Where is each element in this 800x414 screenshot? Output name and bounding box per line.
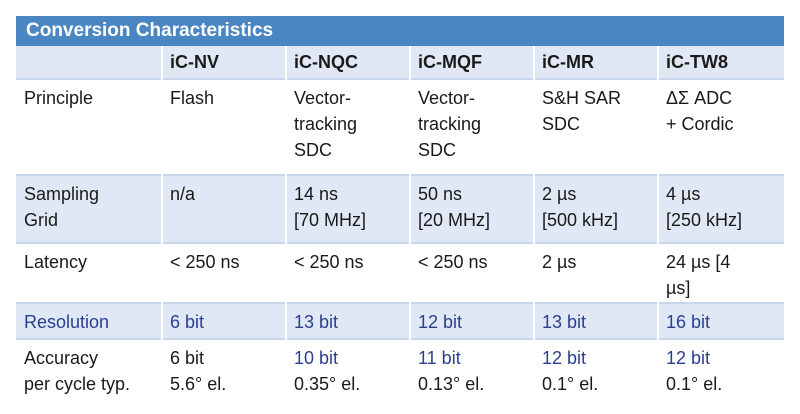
table-cell: S&H SAR SDC (542, 88, 622, 134)
table-cell: Flash (170, 88, 215, 108)
column-divider (533, 46, 535, 398)
column-divider (657, 46, 659, 398)
accuracy-degrees: 0.35° el. (294, 374, 361, 394)
table-cell: 6 bit 5.6° el. (162, 340, 286, 397)
accuracy-bits: 11 bit (418, 348, 461, 368)
column-divider (161, 46, 163, 398)
header-cell-ic-mqf: iC-MQF (418, 52, 482, 72)
table-cell: Vector- tracking SDC (418, 88, 482, 160)
table-cell: 11 bit 0.13° el. (410, 340, 534, 397)
row-label-principle: Principle (24, 88, 94, 108)
table-cell: 16 bit (666, 312, 711, 332)
table-cell: 24 µs [4 µs] (666, 252, 731, 298)
table-cell: < 250 ns (170, 252, 240, 272)
conversion-characteristics-table: Conversion Characteristics iC-NV iC-NQC … (16, 16, 784, 398)
table-row-sampling-grid: Sampling Grid n/a 14 ns [70 MHz] 50 ns [… (16, 176, 784, 244)
table-row-latency: Latency < 250 ns < 250 ns < 250 ns 2 µs … (16, 244, 784, 304)
table-cell: 14 ns [70 MHz] (294, 184, 367, 230)
table-cell: 6 bit (170, 312, 205, 332)
table-title: Conversion Characteristics (16, 16, 784, 46)
column-divider (409, 46, 411, 398)
table-cell: 12 bit 0.1° el. (658, 340, 784, 397)
table-cell: n/a (170, 184, 196, 204)
table-row-accuracy: Accuracy per cycle typ. 6 bit 5.6° el. 1… (16, 340, 784, 398)
accuracy-degrees: 0.13° el. (418, 374, 485, 394)
row-label-sampling-grid: Sampling Grid (24, 184, 100, 230)
row-label-accuracy-text: Accuracy per cycle typ. (24, 348, 131, 394)
table-cell: Vector- tracking SDC (294, 88, 358, 160)
table-cell: 50 ns [20 MHz] (418, 184, 491, 230)
row-label-latency: Latency (24, 252, 88, 272)
accuracy-bits: 6 bit (170, 348, 205, 368)
accuracy-degrees: 0.1° el. (542, 374, 599, 394)
table-cell: 4 µs [250 kHz] (666, 184, 743, 230)
row-label-accuracy: Accuracy per cycle typ. (16, 340, 162, 397)
table-cell: 2 µs (542, 252, 577, 272)
header-cell-label (16, 46, 162, 49)
table-cell: 12 bit (418, 312, 463, 332)
table-cell: 10 bit 0.35° el. (286, 340, 410, 397)
table-row-resolution: Resolution 6 bit 13 bit 12 bit 13 bit 16… (16, 304, 784, 340)
table-cell: ΔΣ ADC + Cordic (666, 88, 734, 134)
header-cell-ic-nqc: iC-NQC (294, 52, 358, 72)
header-cell-ic-tw8: iC-TW8 (666, 52, 728, 72)
table-cell: 12 bit 0.1° el. (534, 340, 658, 397)
table-row-principle: Principle Flash Vector- tracking SDC Vec… (16, 80, 784, 176)
table-cell: 13 bit (294, 312, 339, 332)
header-row: iC-NV iC-NQC iC-MQF iC-MR iC-TW8 (16, 46, 784, 80)
accuracy-degrees: 0.1° el. (666, 374, 723, 394)
header-cell-ic-nv: iC-NV (170, 52, 219, 72)
accuracy-bits: 10 bit (294, 348, 339, 368)
header-cell-ic-mr: iC-MR (542, 52, 594, 72)
accuracy-bits: 12 bit (542, 348, 587, 368)
table-cell: 13 bit (542, 312, 587, 332)
table-cell: 2 µs [500 kHz] (542, 184, 619, 230)
accuracy-degrees: 5.6° el. (170, 374, 227, 394)
column-divider (285, 46, 287, 398)
table-cell: < 250 ns (418, 252, 488, 272)
table-cell: < 250 ns (294, 252, 364, 272)
accuracy-bits: 12 bit (666, 348, 711, 368)
row-label-resolution: Resolution (24, 312, 110, 332)
